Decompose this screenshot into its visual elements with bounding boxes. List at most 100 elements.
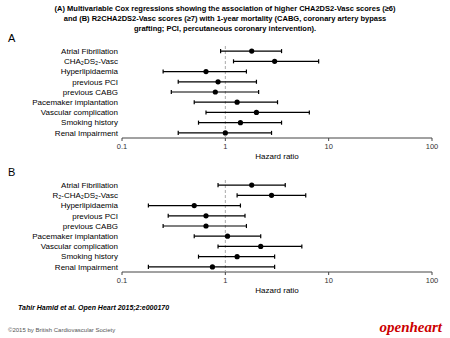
point-estimate	[272, 59, 277, 64]
category-label: Renal Impairment	[55, 129, 119, 138]
point-estimate	[249, 183, 254, 188]
ci-cap-high	[281, 49, 282, 53]
point-estimate	[203, 223, 208, 228]
ci-cap-low	[194, 100, 195, 104]
point-estimate	[238, 120, 243, 125]
ci-cap-high	[256, 80, 257, 84]
category-label: Vascular complication	[41, 108, 118, 117]
ci-cap-low	[194, 234, 195, 238]
x-tick	[328, 138, 329, 141]
ci-cap-low	[205, 110, 206, 114]
citation: Tahir Hamid et al. Open Heart 2015;2:e00…	[18, 304, 169, 312]
ci-cap-high	[285, 183, 286, 187]
category-label: Smoking history	[61, 252, 118, 261]
x-tick-label: 1	[223, 142, 227, 151]
category-label: R₂-CHA₂DS₂-Vasc	[52, 191, 118, 200]
ci-cap-low	[163, 70, 164, 74]
category-label: Hyperlipidaemia	[61, 201, 119, 210]
point-estimate	[210, 264, 215, 269]
x-tick-label: 0.1	[117, 142, 127, 151]
ci-cap-low	[233, 59, 234, 63]
ci-cap-high	[277, 100, 278, 104]
ci-cap-high	[246, 224, 247, 228]
copyright: ©2015 by British Cardiovascular Society	[8, 327, 115, 333]
category-label: Pacemaker implantation	[32, 98, 118, 107]
category-label: Renal Impairment	[55, 263, 119, 272]
point-estimate	[203, 213, 208, 218]
ci-cap-low	[171, 90, 172, 94]
ci-cap-high	[244, 214, 245, 218]
chart: (A) Multivariable Cox regressions showin…	[0, 0, 450, 338]
ci-cap-low	[217, 244, 218, 248]
point-estimate	[203, 69, 208, 74]
category-label: previous CABG	[63, 88, 118, 97]
point-estimate	[225, 234, 230, 239]
ci-cap-high	[274, 255, 275, 259]
x-tick-label: 0.1	[117, 276, 127, 285]
ci-cap-low	[168, 214, 169, 218]
point-estimate	[213, 89, 218, 94]
category-label: CHA₂DS₂-Vasc	[64, 57, 118, 66]
point-estimate	[235, 254, 240, 259]
category-label: previous CABG	[63, 222, 118, 231]
title: and (B) R2CHA2DS2-Vasc scores (≥7) with …	[64, 14, 387, 23]
point-estimate	[223, 130, 228, 135]
point-estimate	[215, 79, 220, 84]
panel: B 0.1 1 10 100 Hazard ratio Atrial Fibrillatio…	[8, 166, 438, 295]
ci-cap-high	[240, 204, 241, 208]
point-estimate	[254, 110, 259, 115]
panel-label: A	[8, 32, 16, 44]
ci-cap-low	[217, 183, 218, 187]
marks	[163, 46, 319, 138]
category-label: Atrial Fibrillation	[61, 47, 118, 56]
point-estimate	[249, 49, 254, 54]
x-axis-label: Hazard ratio	[255, 286, 299, 295]
category-label: Vascular complication	[41, 242, 118, 251]
x-tick-label: 10	[324, 276, 332, 285]
ci-cap-high	[281, 121, 282, 125]
x-tick	[225, 272, 226, 275]
ci-cap-high	[271, 131, 272, 135]
x-axis	[122, 272, 432, 273]
logo-text: openheart	[379, 319, 442, 335]
x-tick	[432, 272, 433, 275]
x-axis-label: Hazard ratio	[255, 152, 299, 161]
panel: A 0.1 1 10 100 Hazard ratio Atrial Fibrillatio…	[8, 32, 438, 161]
ci-cap-low	[178, 131, 179, 135]
x-tick-label: 10	[324, 142, 332, 151]
category-label: Hyperlipidaemia	[61, 67, 119, 76]
ci-cap-high	[309, 110, 310, 114]
x-tick	[432, 138, 433, 141]
ci-cap-high	[274, 265, 275, 269]
x-tick	[122, 272, 123, 275]
category-label: previous PCI	[72, 78, 118, 87]
ci-cap-high	[260, 234, 261, 238]
ci-cap-low	[163, 224, 164, 228]
x-tick-label: 1	[223, 276, 227, 285]
ci-cap-low	[220, 49, 221, 53]
point-estimate	[258, 244, 263, 249]
ci-cap-low	[178, 80, 179, 84]
x-tick	[225, 138, 226, 141]
x-tick-label: 100	[426, 142, 439, 151]
category-label: Atrial Fibrillation	[61, 181, 118, 190]
x-axis	[122, 138, 432, 139]
panel-label: B	[8, 166, 15, 178]
ci-cap-high	[246, 70, 247, 74]
x-tick	[122, 138, 123, 141]
ci-cap-high	[258, 90, 259, 94]
title: grafting; PCI, percutaneous coronary int…	[134, 24, 316, 33]
point-estimate	[192, 203, 197, 208]
ci-cap-high	[305, 193, 306, 197]
ci-cap-low	[237, 193, 238, 197]
point-estimate	[235, 100, 240, 105]
ci-cap-high	[318, 59, 319, 63]
ci-cap-high	[301, 244, 302, 248]
x-tick	[328, 272, 329, 275]
x-tick-label: 100	[426, 276, 439, 285]
ci-cap-low	[148, 204, 149, 208]
category-label: previous PCI	[72, 212, 118, 221]
marks	[148, 180, 305, 272]
ci-cap-low	[198, 121, 199, 125]
title: (A) Multivariable Cox regressions showin…	[55, 4, 396, 13]
